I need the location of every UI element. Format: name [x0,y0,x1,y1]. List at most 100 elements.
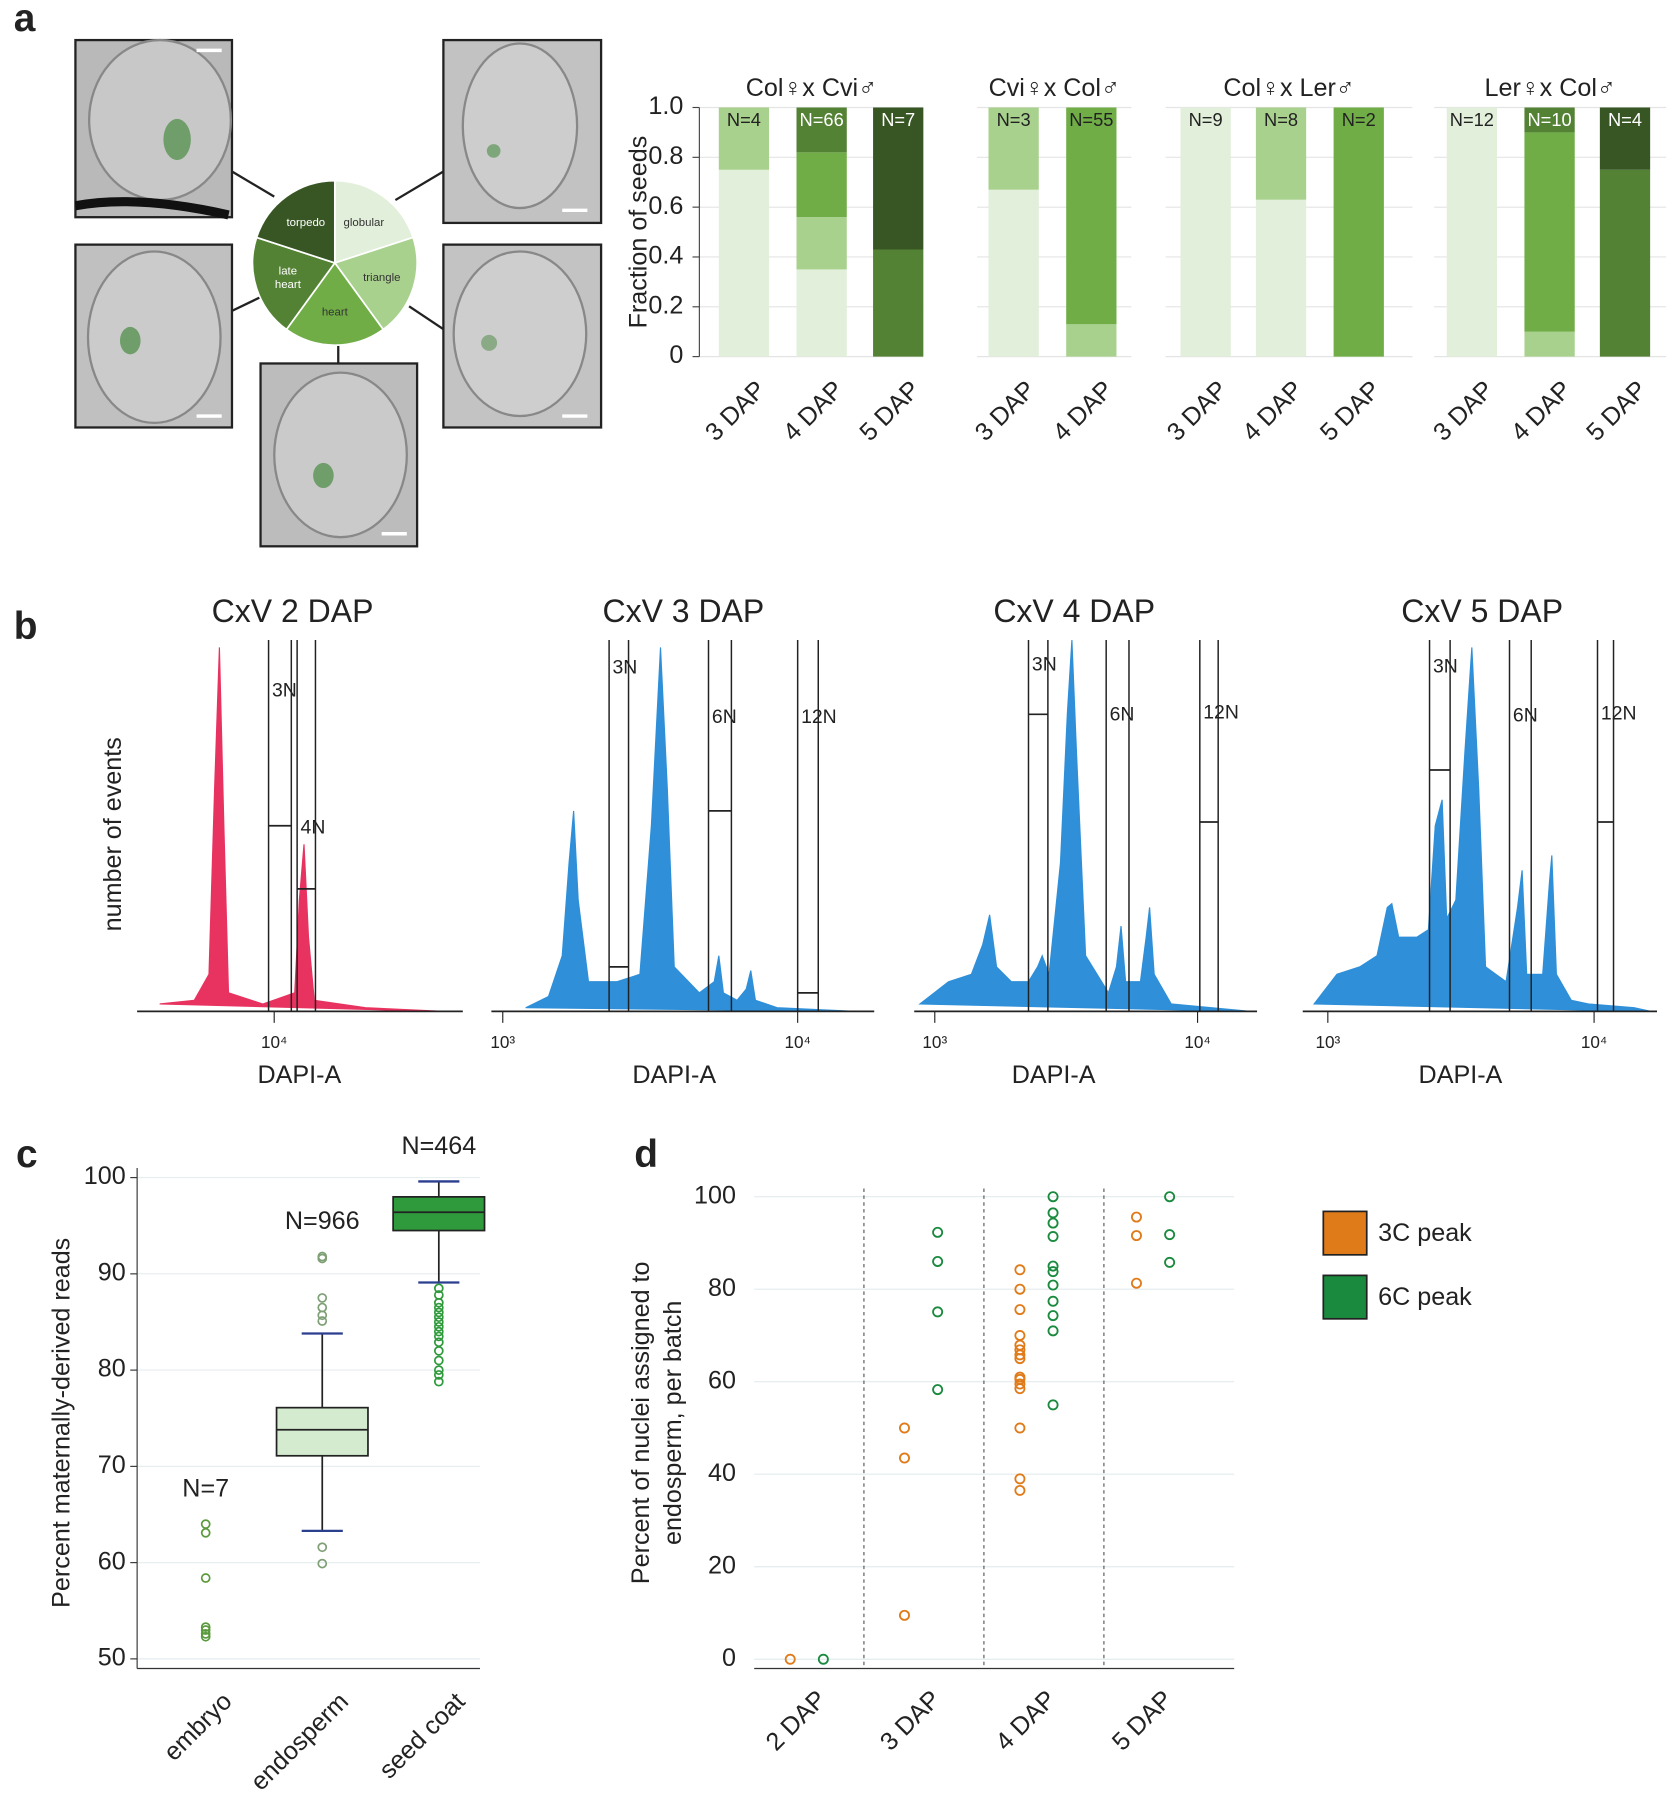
pie-label: torpedo [286,217,325,229]
chart-title: CxV 3 DAP [602,593,764,629]
point [1014,1353,1026,1365]
y-axis-label: number of events [99,737,127,931]
outlier [433,1312,444,1323]
outlier [433,1297,444,1308]
point [1164,1191,1176,1203]
point [1014,1264,1026,1276]
bar-segment [1066,107,1117,325]
micrograph [442,243,603,429]
y-axis-label: Fraction of seeds [625,136,653,329]
y-tick-label: 90 [98,1258,126,1286]
micrograph [442,38,603,225]
x-tick-label: 3 DAP [970,375,1041,446]
y-tick-label: 60 [98,1547,126,1575]
point [932,1306,944,1318]
panel-label: b [14,605,38,648]
point [784,1653,796,1665]
micrograph [74,243,234,429]
outlier [317,1310,328,1321]
point [1047,1310,1059,1322]
x-tick-label: 5 DAP [1581,375,1652,446]
point [1047,1207,1059,1219]
y-tick-label: 0 [669,341,683,369]
x-tick-label: 2 DAP [761,1685,832,1756]
panel-label: d [634,1133,658,1176]
bar-segment [1599,107,1651,170]
bar-segment [718,107,770,170]
bar-annotation: N=4 [1608,109,1642,130]
bar-segment [796,269,847,357]
outlier [200,1573,211,1583]
x-tick-label: 10⁴ [261,1032,287,1052]
panel-label: a [14,0,36,40]
chart-title: Cvi♀x Col♂ [989,74,1120,102]
x-axis-label: DAPI-A [632,1061,716,1089]
y-tick-label: 70 [98,1451,126,1479]
outlier [433,1370,444,1380]
outlier [317,1253,328,1264]
y-tick-label: 80 [708,1274,736,1302]
point [1014,1329,1026,1341]
outlier [317,1558,328,1569]
histogram-area [918,639,1252,1012]
pie-slice [285,261,385,347]
chart-title: Ler♀x Col♂ [1485,74,1616,102]
y-tick-label: 0.4 [648,242,683,270]
outlier [433,1326,444,1337]
x-tick-label: 10⁴ [1184,1032,1210,1052]
x-tick-label: 10⁴ [784,1032,810,1052]
x-tick-label: 10³ [1315,1032,1340,1052]
outlier [433,1331,444,1342]
bar-annotation: N=7 [881,109,915,130]
gate-label: 3N [272,680,297,702]
y-tick-label: 0 [722,1644,736,1672]
bar-annotation: N=8 [1264,109,1298,130]
legend-swatch [1322,1274,1368,1320]
chart-title: Col♀x Ler♂ [1223,74,1354,102]
y-tick-label: 60 [708,1366,736,1394]
outlier [433,1337,444,1348]
legend-label: 3C peak [1378,1219,1472,1247]
gate-label: 6N [1513,705,1538,727]
gate-label: 12N [1601,702,1637,724]
point [1014,1283,1026,1295]
x-tick-label: 3 DAP [1428,375,1499,446]
outlier [433,1376,444,1387]
x-tick-label: 5 DAP [1107,1685,1178,1756]
outlier [200,1622,211,1632]
pie-slice [255,179,336,265]
bar-annotation: N=3 [997,109,1031,130]
outlier [317,1316,328,1326]
bar-annotation: N=4 [727,109,761,130]
outlier [433,1355,444,1366]
outlier [200,1527,211,1538]
x-tick-label: 10³ [922,1032,947,1052]
point [1047,1191,1059,1203]
outlier [200,1631,211,1642]
pie-slice [251,236,337,331]
point [932,1384,944,1396]
y-tick-label: 40 [708,1459,736,1487]
bar-segment [1255,107,1307,200]
x-tick-label: 4 DAP [1237,375,1308,446]
point [1047,1231,1059,1242]
box-annotation: N=464 [401,1132,476,1160]
x-tick-label: 5 DAP [1315,375,1386,446]
gate-label: 3N [1433,656,1458,678]
bar-annotation: N=9 [1189,109,1223,130]
point [1014,1383,1026,1395]
bar-segment [796,152,847,218]
outlier [433,1365,444,1375]
y-axis-label: endosperm, per batch [659,1301,687,1545]
outlier [433,1307,444,1318]
point [899,1422,910,1434]
point [1130,1277,1142,1289]
bar-annotation: N=2 [1342,109,1376,130]
bar-annotation: N=10 [1527,109,1571,130]
gate-label: 12N [1203,701,1239,723]
histogram-area [159,647,446,1012]
chart-title: CxV 4 DAP [993,593,1155,629]
point [1164,1229,1176,1241]
bar-segment [796,107,847,153]
